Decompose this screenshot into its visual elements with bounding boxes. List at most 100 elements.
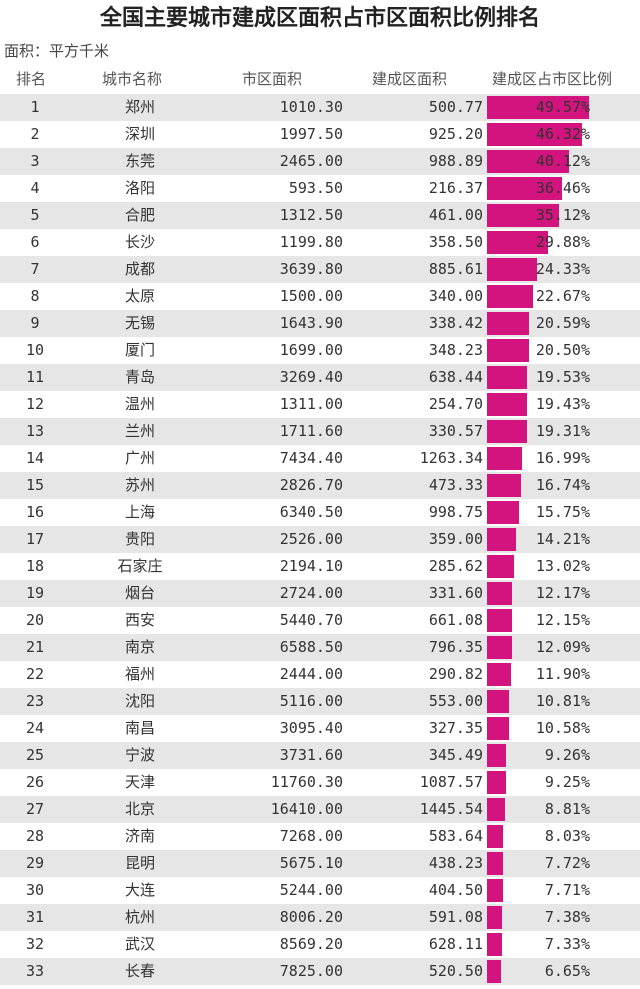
table-cell: 330.57 xyxy=(428,422,483,440)
ratio-label: 46.32% xyxy=(535,125,590,143)
table-cell: 7 xyxy=(30,260,40,278)
table-cell: 20 xyxy=(25,611,45,629)
table-row: 13 兰州 1711.60 330.57 19.31% xyxy=(0,418,640,445)
table-cell: 925.20 xyxy=(428,125,483,143)
table-cell: 1010.30 xyxy=(279,98,343,116)
table-cell: 16 xyxy=(25,503,45,521)
ratio-bar xyxy=(487,744,506,767)
ratio-bar xyxy=(487,528,517,551)
table-cell: 628.11 xyxy=(428,935,483,953)
table-cell: 2526.00 xyxy=(279,530,343,548)
table-cell: 7268.00 xyxy=(279,827,343,845)
column-header: 建成区面积 xyxy=(372,70,448,88)
table-row: 14 广州 7434.40 1263.34 16.99% xyxy=(0,445,640,472)
ratio-bar xyxy=(487,150,570,173)
table-row: 22 福州 2444.00 290.82 11.90% xyxy=(0,661,640,688)
table-cell: 591.08 xyxy=(428,908,483,926)
table-cell: 500.77 xyxy=(428,98,483,116)
table-row: 24 南昌 3095.40 327.35 10.58% xyxy=(0,715,640,742)
table-row: 11 青岛 3269.40 638.44 19.53% xyxy=(0,364,640,391)
title: 全国主要城市建成区面积占市区面积比例排名 xyxy=(99,5,540,30)
ratio-bar xyxy=(487,798,506,821)
ratio-bar xyxy=(487,177,562,200)
table-cell: 8 xyxy=(30,287,40,305)
table-cell: 5244.00 xyxy=(279,881,343,899)
table-cell: 2194.10 xyxy=(279,557,343,575)
table-cell: 合肥 xyxy=(124,206,155,224)
ratio-label: 10.81% xyxy=(535,692,590,710)
table-cell: 16410.00 xyxy=(270,800,343,818)
table-cell: 18 xyxy=(25,557,45,575)
table-row: 8 太原 1500.00 340.00 22.67% xyxy=(0,283,640,310)
table-cell: 340.00 xyxy=(428,287,483,305)
ratio-label: 12.15% xyxy=(535,611,590,629)
table-cell: 5 xyxy=(30,206,40,224)
table-cell: 长春 xyxy=(124,962,155,980)
ratio-bar xyxy=(487,825,504,848)
table-cell: 长沙 xyxy=(124,233,155,251)
ratio-bar xyxy=(487,933,503,956)
table-cell: 2465.00 xyxy=(279,152,343,170)
table-cell: 1699.00 xyxy=(279,341,343,359)
table-cell: 西安 xyxy=(124,611,155,629)
column-header: 市区面积 xyxy=(242,70,303,88)
ratio-label: 24.33% xyxy=(535,260,590,278)
table-cell: 1711.60 xyxy=(279,422,343,440)
table-cell: 东莞 xyxy=(124,152,155,170)
table-cell: 1263.34 xyxy=(419,449,483,467)
table-cell: 24 xyxy=(25,719,45,737)
table-cell: 3095.40 xyxy=(279,719,343,737)
table-cell: 31 xyxy=(25,908,45,926)
ratio-label: 7.38% xyxy=(544,908,590,926)
table-cell: 南昌 xyxy=(124,719,155,737)
ratio-label: 19.53% xyxy=(535,368,590,386)
table-cell: 348.23 xyxy=(428,341,483,359)
table-row: 6 长沙 1199.80 358.50 29.88% xyxy=(0,229,640,256)
table-row: 12 温州 1311.00 254.70 19.43% xyxy=(0,391,640,418)
table-row: 5 合肥 1312.50 461.00 35.12% xyxy=(0,202,640,229)
table-cell: 2444.00 xyxy=(279,665,343,683)
table-row: 17 贵阳 2526.00 359.00 14.21% xyxy=(0,526,640,553)
unit-note: 面积：平方千米 xyxy=(4,42,110,60)
table-cell: 438.23 xyxy=(428,854,483,872)
table-cell: 21 xyxy=(25,638,45,656)
table-cell: 广州 xyxy=(124,449,155,467)
table-cell: 10 xyxy=(25,341,45,359)
table-cell: 26 xyxy=(25,773,45,791)
table-cell: 11 xyxy=(25,368,45,386)
table-cell: 无锡 xyxy=(124,314,155,332)
ratio-bar xyxy=(487,663,512,686)
ratio-label: 8.81% xyxy=(544,800,590,818)
ratio-bar xyxy=(487,96,589,119)
ratio-bar xyxy=(487,339,530,362)
ratio-bar xyxy=(487,204,559,227)
table-cell: 327.35 xyxy=(428,719,483,737)
ratio-label: 16.74% xyxy=(535,476,590,494)
table-cell: 2 xyxy=(30,125,40,143)
table-row: 2 深圳 1997.50 925.20 46.32% xyxy=(0,121,640,148)
table-cell: 厦门 xyxy=(124,341,155,359)
table-cell: 深圳 xyxy=(124,125,155,143)
table-cell: 郑州 xyxy=(124,98,155,116)
table-cell: 593.50 xyxy=(288,179,343,197)
ratio-bar xyxy=(487,123,582,146)
table-cell: 583.64 xyxy=(428,827,483,845)
table-cell: 17 xyxy=(25,530,45,548)
table-cell: 15 xyxy=(25,476,45,494)
table-cell: 1997.50 xyxy=(279,125,343,143)
table-cell: 南京 xyxy=(124,638,155,656)
ratio-bar xyxy=(487,285,534,308)
table-row: 16 上海 6340.50 998.75 15.75% xyxy=(0,499,640,526)
table-row: 20 西安 5440.70 661.08 12.15% xyxy=(0,607,640,634)
table-cell: 5440.70 xyxy=(279,611,343,629)
ratio-label: 15.75% xyxy=(535,503,590,521)
table-cell: 2826.70 xyxy=(279,476,343,494)
table-row: 21 南京 6588.50 796.35 12.09% xyxy=(0,634,640,661)
ratio-label: 9.26% xyxy=(544,746,590,764)
table-cell: 216.37 xyxy=(428,179,483,197)
table-cell: 254.70 xyxy=(428,395,483,413)
table-cell: 8006.20 xyxy=(279,908,343,926)
column-header: 建成区占市区比例 xyxy=(492,70,613,88)
ratio-label: 19.31% xyxy=(535,422,590,440)
table-cell: 404.50 xyxy=(428,881,483,899)
